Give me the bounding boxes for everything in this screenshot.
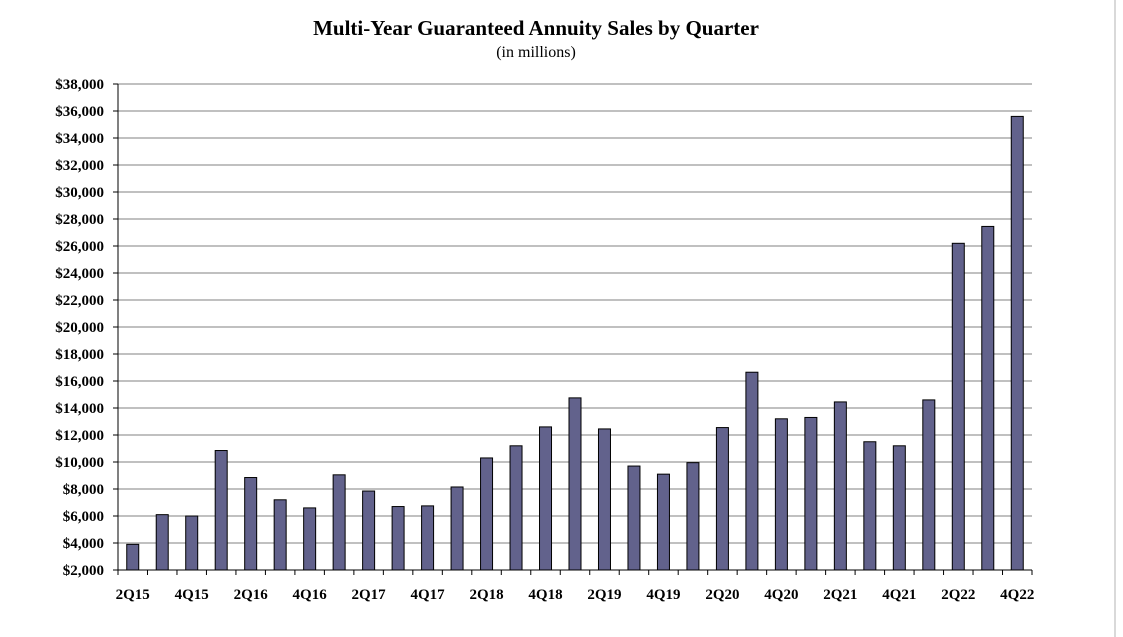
- bar: [804, 416, 818, 571]
- bar: [1010, 115, 1024, 571]
- x-tick-label: 2Q18: [469, 587, 503, 603]
- x-tick-label: 4Q22: [1000, 587, 1034, 603]
- y-tick-label: $10,000: [55, 455, 104, 471]
- bar: [686, 462, 700, 571]
- bar: [745, 371, 759, 571]
- y-tick-label: $34,000: [55, 131, 104, 147]
- chart-title: Multi-Year Guaranteed Annuity Sales by Q…: [313, 16, 759, 40]
- x-tick-label: 4Q16: [293, 587, 328, 603]
- x-tick-label: 2Q17: [352, 587, 387, 603]
- x-tick-label: 4Q15: [175, 587, 209, 603]
- x-tick-label: 2Q15: [116, 587, 150, 603]
- bar: [185, 515, 199, 571]
- y-tick-label: $26,000: [55, 239, 104, 255]
- y-tick-label: $2,000: [63, 563, 104, 579]
- bar: [362, 490, 376, 571]
- y-tick-label: $30,000: [55, 185, 104, 201]
- bar: [981, 225, 995, 571]
- bar: [450, 486, 464, 571]
- bars: [126, 115, 1024, 571]
- chart-subtitle: (in millions): [496, 44, 576, 61]
- bar: [332, 474, 346, 571]
- y-tick-label: $14,000: [55, 401, 104, 417]
- bar: [421, 505, 435, 571]
- x-tick-label: 4Q17: [410, 587, 445, 603]
- x-tick-label: 4Q19: [646, 587, 680, 603]
- y-tick-label: $8,000: [63, 482, 104, 498]
- y-tick-label: $12,000: [55, 428, 104, 444]
- y-tick-label: $22,000: [55, 293, 104, 309]
- bar: [509, 445, 523, 571]
- x-axis-tick-labels: 2Q15 4Q15 2Q16 4Q16 2Q17 4Q17 2Q18 4Q18 2Q19 4Q19…: [116, 587, 1035, 603]
- bar: [597, 428, 611, 571]
- y-tick-label: $38,000: [55, 77, 104, 93]
- x-tick-label: 4Q21: [882, 587, 916, 603]
- bar: [627, 465, 641, 571]
- bar: [303, 507, 317, 571]
- y-tick-label: $36,000: [55, 104, 104, 120]
- bar: [951, 242, 965, 571]
- bar: [214, 450, 228, 571]
- y-tick-label: $18,000: [55, 347, 104, 363]
- y-axis-tick-labels: $2,000 $4,000 $6,000 $8,000 $10,000 $12,000 $1…: [55, 77, 118, 579]
- page-border: [1114, 0, 1116, 637]
- bar: [715, 427, 729, 571]
- x-tick-label: 2Q19: [587, 587, 621, 603]
- y-tick-label: $16,000: [55, 374, 104, 390]
- bar: [244, 477, 258, 571]
- x-tick-label: 2Q16: [234, 587, 269, 603]
- bar: [273, 499, 287, 571]
- bar: [863, 441, 877, 571]
- bar: [568, 397, 582, 571]
- bar: [833, 401, 847, 571]
- y-tick-label: $32,000: [55, 158, 104, 174]
- bar: [155, 514, 169, 571]
- y-tick-label: $28,000: [55, 212, 104, 228]
- bar: [391, 506, 405, 571]
- bar: [922, 399, 936, 571]
- bar: [480, 457, 494, 571]
- bar: [774, 418, 788, 571]
- x-tick-label: 2Q21: [823, 587, 857, 603]
- bar: [656, 473, 670, 571]
- x-tick-label: 4Q20: [764, 587, 798, 603]
- bar: [892, 445, 906, 571]
- bar: [539, 426, 553, 571]
- axes: [117, 84, 1033, 575]
- x-tick-label: 2Q22: [941, 587, 975, 603]
- y-tick-label: $24,000: [55, 266, 104, 282]
- x-tick-label: 4Q18: [528, 587, 562, 603]
- x-tick-label: 2Q20: [705, 587, 739, 603]
- bar: [126, 543, 140, 571]
- y-tick-label: $20,000: [55, 320, 104, 336]
- y-tick-label: $4,000: [63, 536, 104, 552]
- y-tick-label: $6,000: [63, 509, 104, 525]
